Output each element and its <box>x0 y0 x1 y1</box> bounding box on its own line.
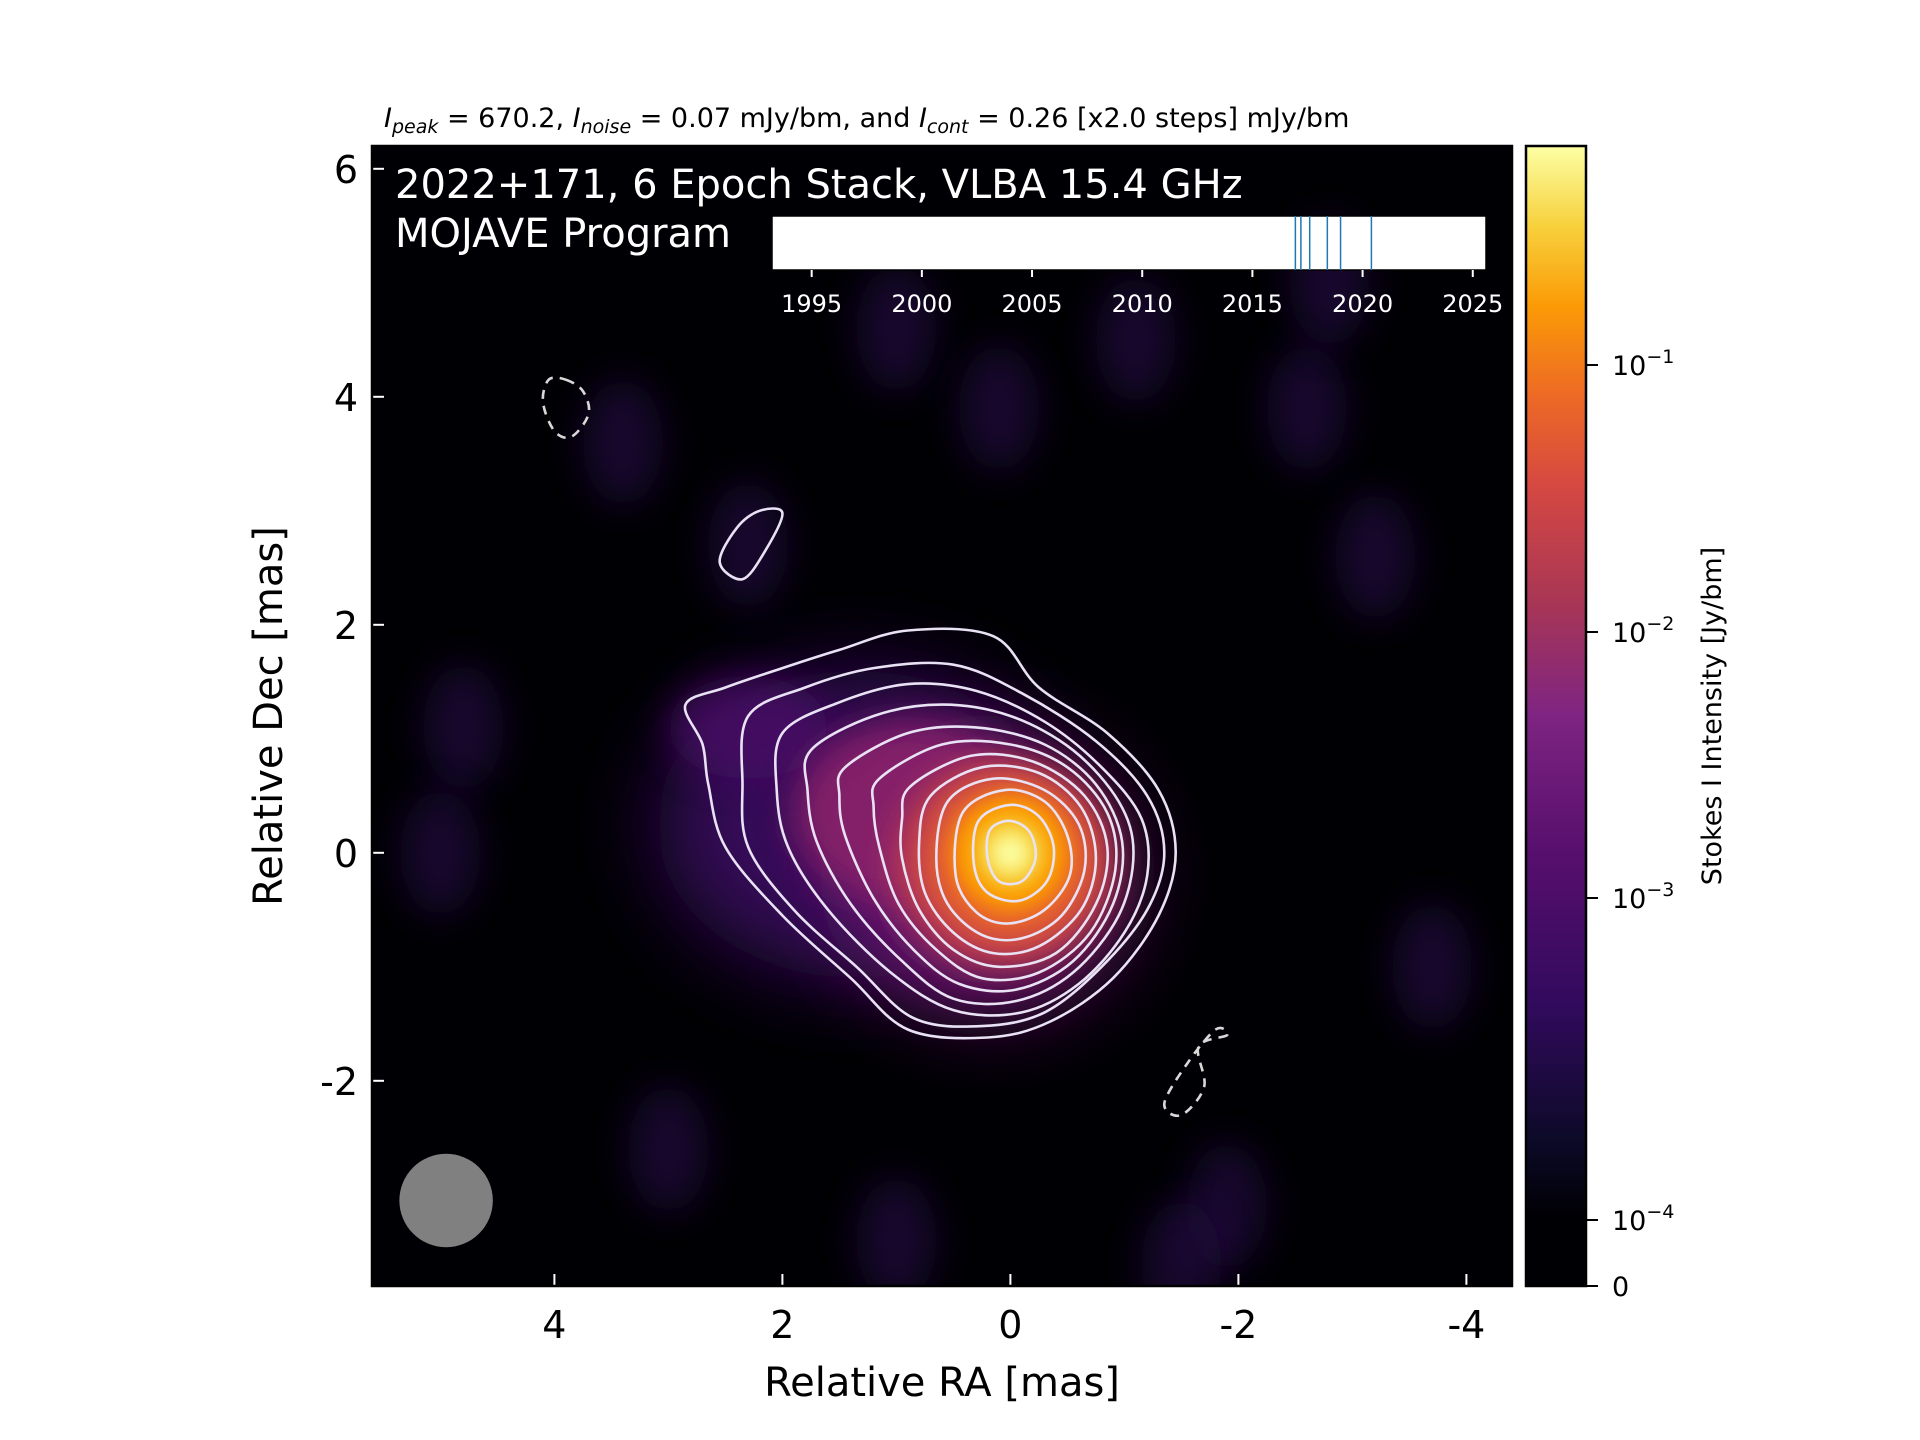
contour-11 <box>985 819 1038 886</box>
y-tick-label-4: -2 <box>320 1060 358 1104</box>
noise-patch-8 <box>423 664 504 791</box>
noise-patch-5 <box>1095 277 1176 403</box>
subtitle-noise-symbol: I <box>573 103 581 134</box>
y-axis-ticks: 6 4 2 0 -2 <box>320 148 384 1104</box>
noise-patch-12 <box>1141 1200 1222 1286</box>
timeline-tick-label-6: 2025 <box>1442 290 1503 318</box>
y-tick-label-2: 2 <box>334 604 358 648</box>
timeline-tick-label-3: 2010 <box>1112 290 1173 318</box>
noise-patch-7 <box>1392 904 1473 1030</box>
noise-patch-9 <box>959 345 1039 471</box>
x-axis-label: Relative RA [mas] <box>764 1360 1120 1406</box>
y-tick-label-0: 6 <box>334 148 358 192</box>
x-tick-label-2: 0 <box>998 1303 1022 1347</box>
colorbar-tick-label-3: 10−4 <box>1612 1201 1674 1237</box>
plot-frame <box>370 144 1514 1288</box>
colorbar-tick-label-2: 10−3 <box>1612 879 1674 915</box>
contour-layer <box>541 376 1229 1117</box>
x-tick-label-1: 2 <box>770 1303 794 1347</box>
contour-9 <box>953 788 1074 925</box>
chart-title-line2: MOJAVE Program <box>395 211 731 257</box>
noise-patch-3 <box>1335 493 1416 620</box>
timeline-epochs <box>1294 216 1373 270</box>
beam-layer <box>399 1153 493 1248</box>
chart-title-line1: 2022+171, 6 Epoch Stack, VLBA 15.4 GHz <box>395 162 1243 208</box>
subtitle-peak-symbol: I <box>384 103 392 134</box>
contour-6 <box>899 752 1110 969</box>
contour-4 <box>836 725 1125 993</box>
noise-patch-11 <box>856 1177 937 1286</box>
contour-1 <box>740 661 1166 1028</box>
chart-subtitle: Ipeak = 670.2, Inoise = 0.07 mJy/bm, and… <box>384 103 1349 138</box>
negative-contour-14 <box>1162 1026 1229 1117</box>
noise-patch-6 <box>856 265 937 392</box>
y-tick-label-3: 0 <box>334 832 358 876</box>
contour-7 <box>917 764 1098 956</box>
subtitle-noise-sub: noise <box>581 116 632 138</box>
x-axis-ticks: 4 2 0 -2 -4 <box>542 1274 1485 1347</box>
contour-12 <box>718 507 784 581</box>
noise-patch-0 <box>582 379 663 506</box>
plot-area: 4 2 0 -2 -4 6 4 2 0 -2 <box>320 144 1514 1347</box>
contour-2 <box>774 682 1150 1017</box>
subtitle-noise-text: = 0.07 mJy/bm, and <box>631 103 919 134</box>
timeline-tick-label-2: 2005 <box>1001 290 1062 318</box>
y-axis-label: Relative Dec [mas] <box>246 526 292 906</box>
colorbar-gradient <box>1524 144 1588 1288</box>
beam-ellipse <box>399 1153 493 1248</box>
noise-patch-13 <box>400 790 481 916</box>
timeline-tick-label-5: 2020 <box>1332 290 1393 318</box>
colorbar: 10−1 10−2 10−3 10−4 0 Stokes I Intensity [Jy… <box>1524 144 1728 1303</box>
y-tick-label-1: 4 <box>334 376 358 420</box>
epoch-timeline: 1995 2000 2005 2010 2015 2020 2025 <box>771 215 1503 318</box>
x-tick-label-4: -4 <box>1447 1303 1485 1347</box>
noise-patch-10 <box>628 1086 709 1212</box>
contour-8 <box>935 777 1088 942</box>
subtitle-cont-sub: cont <box>927 116 970 138</box>
colorbar-tick-label-0: 10−1 <box>1612 346 1674 382</box>
noise-patch-1 <box>708 482 789 608</box>
colorbar-tick-label-1: 10−2 <box>1612 613 1674 649</box>
x-tick-label-3: -2 <box>1219 1303 1257 1347</box>
timeline-tick-label-1: 2000 <box>891 290 952 318</box>
contour-0 <box>683 627 1177 1040</box>
intensity-image <box>400 220 1473 1286</box>
contour-3 <box>803 703 1135 1006</box>
x-tick-label-0: 4 <box>542 1303 566 1347</box>
contour-5 <box>870 739 1118 982</box>
subtitle-cont-symbol: I <box>919 103 927 134</box>
timeline-box <box>771 215 1487 271</box>
subtitle-cont-text: = 0.26 [x2.0 steps] mJy/bm <box>968 103 1349 134</box>
subtitle-peak-text: = 670.2, <box>438 103 572 134</box>
contour-10 <box>971 803 1056 903</box>
intensity-glow-8 <box>992 834 1029 872</box>
negative-contour-13 <box>541 376 591 440</box>
timeline-tick-label-0: 1995 <box>781 290 842 318</box>
subtitle-peak-sub: peak <box>391 116 439 138</box>
timeline-tick-label-4: 2015 <box>1222 290 1283 318</box>
colorbar-label: Stokes I Intensity [Jy/bm] <box>1697 547 1728 885</box>
timeline-ticks: 1995 2000 2005 2010 2015 2020 2025 <box>781 270 1503 318</box>
noise-patch-2 <box>1266 345 1347 471</box>
colorbar-ticks: 10−1 10−2 10−3 10−4 0 <box>1586 346 1674 1303</box>
intensity-glow-1 <box>668 676 828 779</box>
colorbar-tick-label-4: 0 <box>1612 1272 1629 1303</box>
